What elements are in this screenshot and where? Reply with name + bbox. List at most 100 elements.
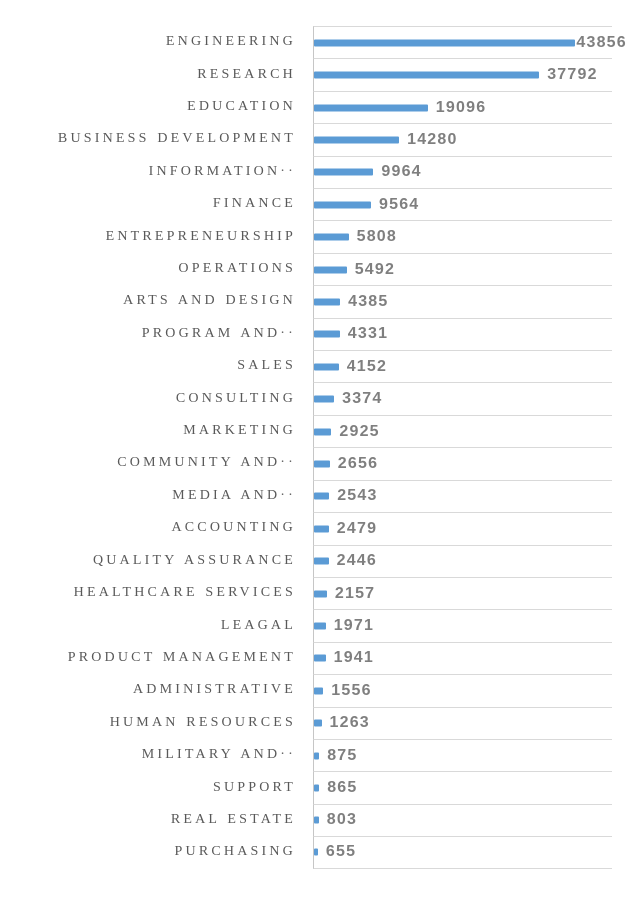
value-label: 5808: [356, 228, 397, 246]
value-label: 2543: [337, 487, 378, 505]
chart-plot-area: ENGINEERING 43856 RESEARCH 37792 EDUCATION 19…: [0, 26, 626, 869]
plot-cell: 1971: [313, 609, 612, 642]
value-label: 1971: [333, 617, 375, 635]
category-label: OPERATIONS: [178, 261, 296, 277]
plot-cell: 865: [313, 771, 612, 804]
value-label: 4331: [347, 325, 389, 343]
bar: [314, 460, 330, 468]
category-label: COMMUNITY AND··: [117, 455, 296, 471]
plot-cell: 803: [313, 803, 612, 837]
bar: [314, 266, 347, 274]
bar: [314, 719, 322, 727]
value-label: 9964: [381, 163, 422, 181]
plot-cell: 9964: [313, 155, 612, 189]
plot-cell: 9564: [313, 188, 612, 221]
bar: [314, 848, 318, 856]
chart-row: CONSULTING 3374: [0, 382, 612, 415]
category-label: PRODUCT MANAGEMENT: [67, 649, 296, 665]
chart-row: ARTS AND DESIGN 4385: [0, 285, 612, 318]
value-label: 865: [327, 779, 358, 797]
plot-cell: 2925: [313, 414, 612, 448]
category-label: BUSINESS DEVELOPMENT: [57, 131, 296, 147]
category-label: MILITARY AND··: [141, 747, 296, 763]
chart-row: PURCHASING 655: [0, 836, 612, 869]
plot-cell: 19096: [313, 90, 612, 124]
bar: [314, 104, 428, 112]
category-label: ACCOUNTING: [171, 520, 296, 536]
category-label: ADMINISTRATIVE: [132, 682, 296, 698]
bar: [314, 363, 339, 371]
category-label: ARTS AND DESIGN: [123, 293, 296, 309]
value-label: 2656: [337, 454, 379, 472]
value-label: 875: [327, 746, 358, 764]
bar: [314, 816, 319, 824]
plot-cell: 5492: [313, 252, 612, 286]
bar: [314, 557, 329, 565]
plot-cell: 5808: [313, 220, 612, 253]
plot-cell: 655: [313, 836, 612, 869]
value-label: 3374: [342, 390, 383, 408]
plot-cell: 1941: [313, 641, 612, 675]
category-label: QUALITY ASSURANCE: [92, 552, 296, 568]
chart-row: ACCOUNTING 2479: [0, 512, 612, 545]
chart-row: OPERATIONS 5492: [0, 252, 612, 286]
chart-row: QUALITY ASSURANCE 2446: [0, 544, 612, 577]
chart-row: LEAGAL 1971: [0, 609, 612, 642]
chart-row: MILITARY AND·· 875: [0, 738, 612, 772]
plot-cell: 37792: [313, 58, 612, 91]
bar: [314, 71, 540, 79]
bar: [314, 395, 335, 403]
chart-row: SALES 4152: [0, 350, 612, 383]
value-label: 14280: [407, 130, 458, 148]
category-label: REAL ESTATE: [170, 811, 296, 827]
value-label: 43856: [576, 33, 627, 51]
plot-cell: 14280: [313, 123, 612, 156]
plot-cell: 2157: [313, 576, 612, 610]
value-label: 1941: [333, 649, 374, 667]
chart-row: ENTREPRENEURSHIP 5808: [0, 220, 612, 253]
bar: [314, 233, 349, 241]
category-label: PROGRAM AND··: [141, 325, 296, 341]
value-label: 1556: [331, 681, 372, 699]
chart-row: COMMUNITY AND·· 2656: [0, 447, 612, 480]
category-label: MARKETING: [183, 423, 296, 439]
plot-cell: 43856: [313, 26, 626, 59]
chart-row: RESEARCH 37792: [0, 58, 612, 91]
bar: [314, 298, 341, 306]
chart-row: INFORMATION·· 9964: [0, 155, 612, 189]
plot-cell: 4152: [313, 350, 612, 383]
bar: [314, 39, 576, 47]
bar: [314, 492, 330, 500]
chart-row: ENGINEERING 43856: [0, 26, 626, 59]
chart-row: ADMINISTRATIVE 1556: [0, 674, 612, 707]
category-label: INFORMATION··: [148, 163, 296, 179]
plot-cell: 3374: [313, 382, 612, 415]
value-label: 2925: [339, 422, 380, 440]
plot-cell: 4385: [313, 285, 612, 318]
chart-row: MEDIA AND·· 2543: [0, 479, 612, 513]
category-label: ENTREPRENEURSHIP: [105, 228, 296, 244]
bar: [314, 201, 371, 209]
category-label: LEAGAL: [220, 617, 296, 633]
bar: [314, 330, 340, 338]
category-label: RESEARCH: [197, 66, 296, 82]
value-label: 2446: [336, 552, 377, 570]
value-label: 4152: [346, 357, 388, 375]
chart-row: PROGRAM AND·· 4331: [0, 317, 612, 351]
bar: [314, 752, 320, 760]
category-label: HUMAN RESOURCES: [109, 714, 296, 730]
plot-cell: 2543: [313, 479, 612, 513]
chart-row: PRODUCT MANAGEMENT 1941: [0, 641, 612, 675]
value-label: 37792: [547, 66, 598, 84]
chart-row: SUPPORT 865: [0, 771, 612, 804]
plot-cell: 2479: [313, 512, 612, 545]
value-label: 9564: [379, 195, 420, 213]
value-label: 655: [325, 843, 357, 861]
bar: [314, 525, 329, 533]
plot-cell: 1556: [313, 674, 612, 707]
value-label: 1263: [329, 714, 370, 732]
plot-cell: 2446: [313, 544, 612, 577]
value-label: 19096: [435, 98, 487, 116]
category-label: ENGINEERING: [165, 34, 296, 50]
